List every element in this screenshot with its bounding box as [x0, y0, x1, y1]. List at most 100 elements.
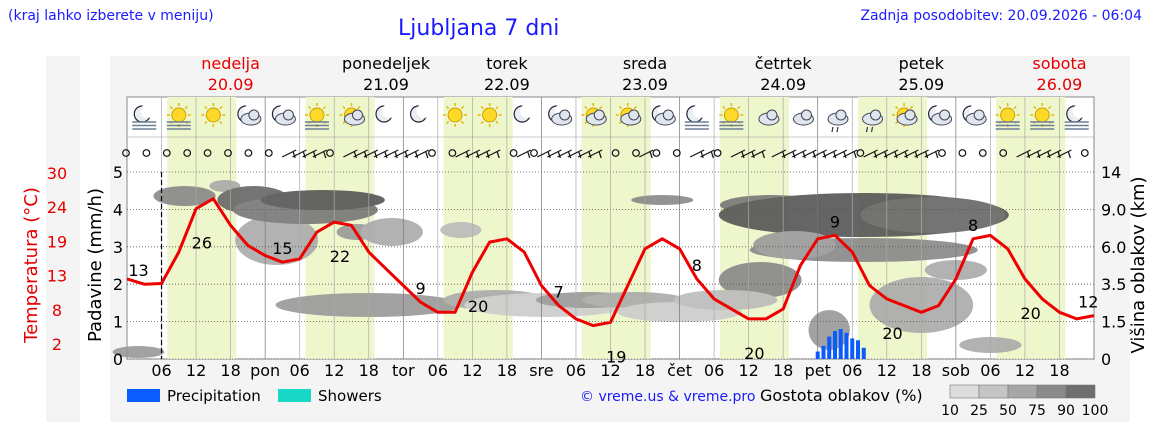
moon-cloud-icon [927, 104, 953, 126]
precipitation-bar [850, 338, 855, 359]
sun-ray [446, 105, 450, 110]
wind-barb [924, 149, 940, 158]
sun-ray [584, 105, 588, 110]
temperature-label: 8 [968, 216, 978, 235]
temperature-label: 20 [744, 344, 764, 363]
wind-barb-feather [404, 151, 408, 159]
sun-shape [482, 107, 498, 123]
wind-barb-feather [833, 151, 837, 159]
sun-ray [1033, 105, 1037, 110]
x-tick-label: 18 [635, 361, 655, 380]
day-name: četrtek [755, 54, 813, 73]
page-title: Ljubljana 7 dni [398, 16, 560, 41]
x-tick-label: 12 [324, 361, 344, 380]
wind-barb [822, 149, 838, 158]
temperature-tick: 24 [47, 198, 67, 217]
sun-cloud-icon [339, 103, 365, 127]
sun-shape [723, 107, 739, 123]
sun-shape [205, 107, 221, 123]
wind-barb [302, 149, 317, 158]
temperature-tick: 8 [52, 301, 62, 320]
cloud-cover-blob [260, 190, 385, 210]
wind-barb [353, 149, 368, 158]
temperature-tick: 30 [47, 164, 67, 183]
cloud-puff [766, 109, 778, 121]
credit-link[interactable]: © vreme.us & vreme.pro [580, 389, 755, 405]
day-name: sreda [623, 54, 667, 73]
wind-barb [1016, 149, 1031, 158]
day-name: torek [486, 54, 528, 73]
x-tick-label: 06 [842, 361, 862, 380]
cloud-cover-blob [360, 218, 423, 246]
wind-barb [557, 149, 572, 158]
wind-barb-feather [792, 151, 796, 159]
wind-barb-feather [578, 151, 582, 159]
temperature-label: 9 [415, 279, 425, 298]
x-tick-label: 06 [151, 361, 171, 380]
wind-barb [1057, 149, 1072, 158]
cloud-height-axis-title: Višina oblakov (km) [1128, 176, 1149, 353]
temperature-label: 8 [692, 256, 702, 275]
wind-calm-marker [632, 149, 640, 157]
sun-ray [342, 105, 346, 110]
cloud-density-level: 90 [1057, 403, 1075, 419]
x-tick-label: sre [529, 361, 553, 380]
region-note[interactable]: (kraj lahko izberete v meniju) [8, 8, 214, 24]
x-tick-label: 06 [428, 361, 448, 380]
wind-barb [791, 149, 807, 158]
sun-fog-icon [1030, 103, 1055, 130]
wind-calm-marker [713, 149, 722, 157]
x-tick-label: 18 [911, 361, 931, 380]
wind-barb [802, 149, 817, 158]
wind-barb [404, 149, 419, 158]
moon-icon [409, 104, 431, 123]
x-tick-label: sob [942, 361, 970, 380]
sun-ray [204, 120, 208, 125]
sun-ray [342, 120, 346, 125]
moon-fog-icon [684, 104, 709, 130]
x-tick-label: 06 [704, 361, 724, 380]
sun-ray [495, 120, 499, 125]
sun-ray [460, 120, 465, 125]
wind-barb [383, 149, 399, 158]
x-tick-label: 18 [497, 361, 517, 380]
rain-drop [831, 126, 834, 133]
sun-ray [584, 120, 588, 125]
weather-icon-strip [132, 103, 1089, 133]
wind-barb-feather [904, 151, 908, 159]
cloud-density-swatch [1065, 384, 1096, 399]
wind-barb-feather [323, 151, 327, 159]
temperature-label: 12 [1078, 293, 1098, 312]
sun-icon [443, 103, 468, 127]
temperature-label: 9 [830, 212, 840, 231]
sun-ray [480, 105, 484, 110]
daylight-band [996, 97, 1066, 359]
wind-barb [577, 149, 593, 158]
moon-fog-icon [1064, 104, 1089, 130]
wind-calm-marker [162, 149, 171, 157]
sun-fog-icon [166, 103, 191, 130]
wind-barb-feather [710, 151, 714, 159]
wind-calm-marker [958, 149, 967, 157]
wind-barb [1046, 149, 1062, 158]
day-date: 26.09 [1037, 75, 1083, 94]
temperature-axis-title: Temperatura (°C) [21, 187, 42, 344]
x-tick-label: 12 [877, 361, 897, 380]
temperature-label: 7 [554, 283, 564, 302]
day-name: petek [899, 54, 945, 73]
cloud-density-title: Gostota oblakov (%) [760, 386, 923, 405]
cloud-density-level: 100 [1082, 403, 1109, 419]
x-tick-label: 18 [359, 361, 379, 380]
wind-barb-feather [466, 151, 470, 159]
sun-ray [1048, 105, 1052, 110]
x-tick-label: 12 [462, 361, 482, 380]
wind-barb-feather [1027, 151, 1031, 159]
wind-barb-feather [935, 151, 939, 159]
sun-ray [599, 105, 603, 110]
wind-barb [547, 149, 562, 158]
day-date: 21.09 [363, 75, 409, 94]
moon-cloud-icon [237, 104, 262, 126]
x-tick-label: čet [667, 361, 692, 380]
sun-ray [219, 120, 223, 125]
